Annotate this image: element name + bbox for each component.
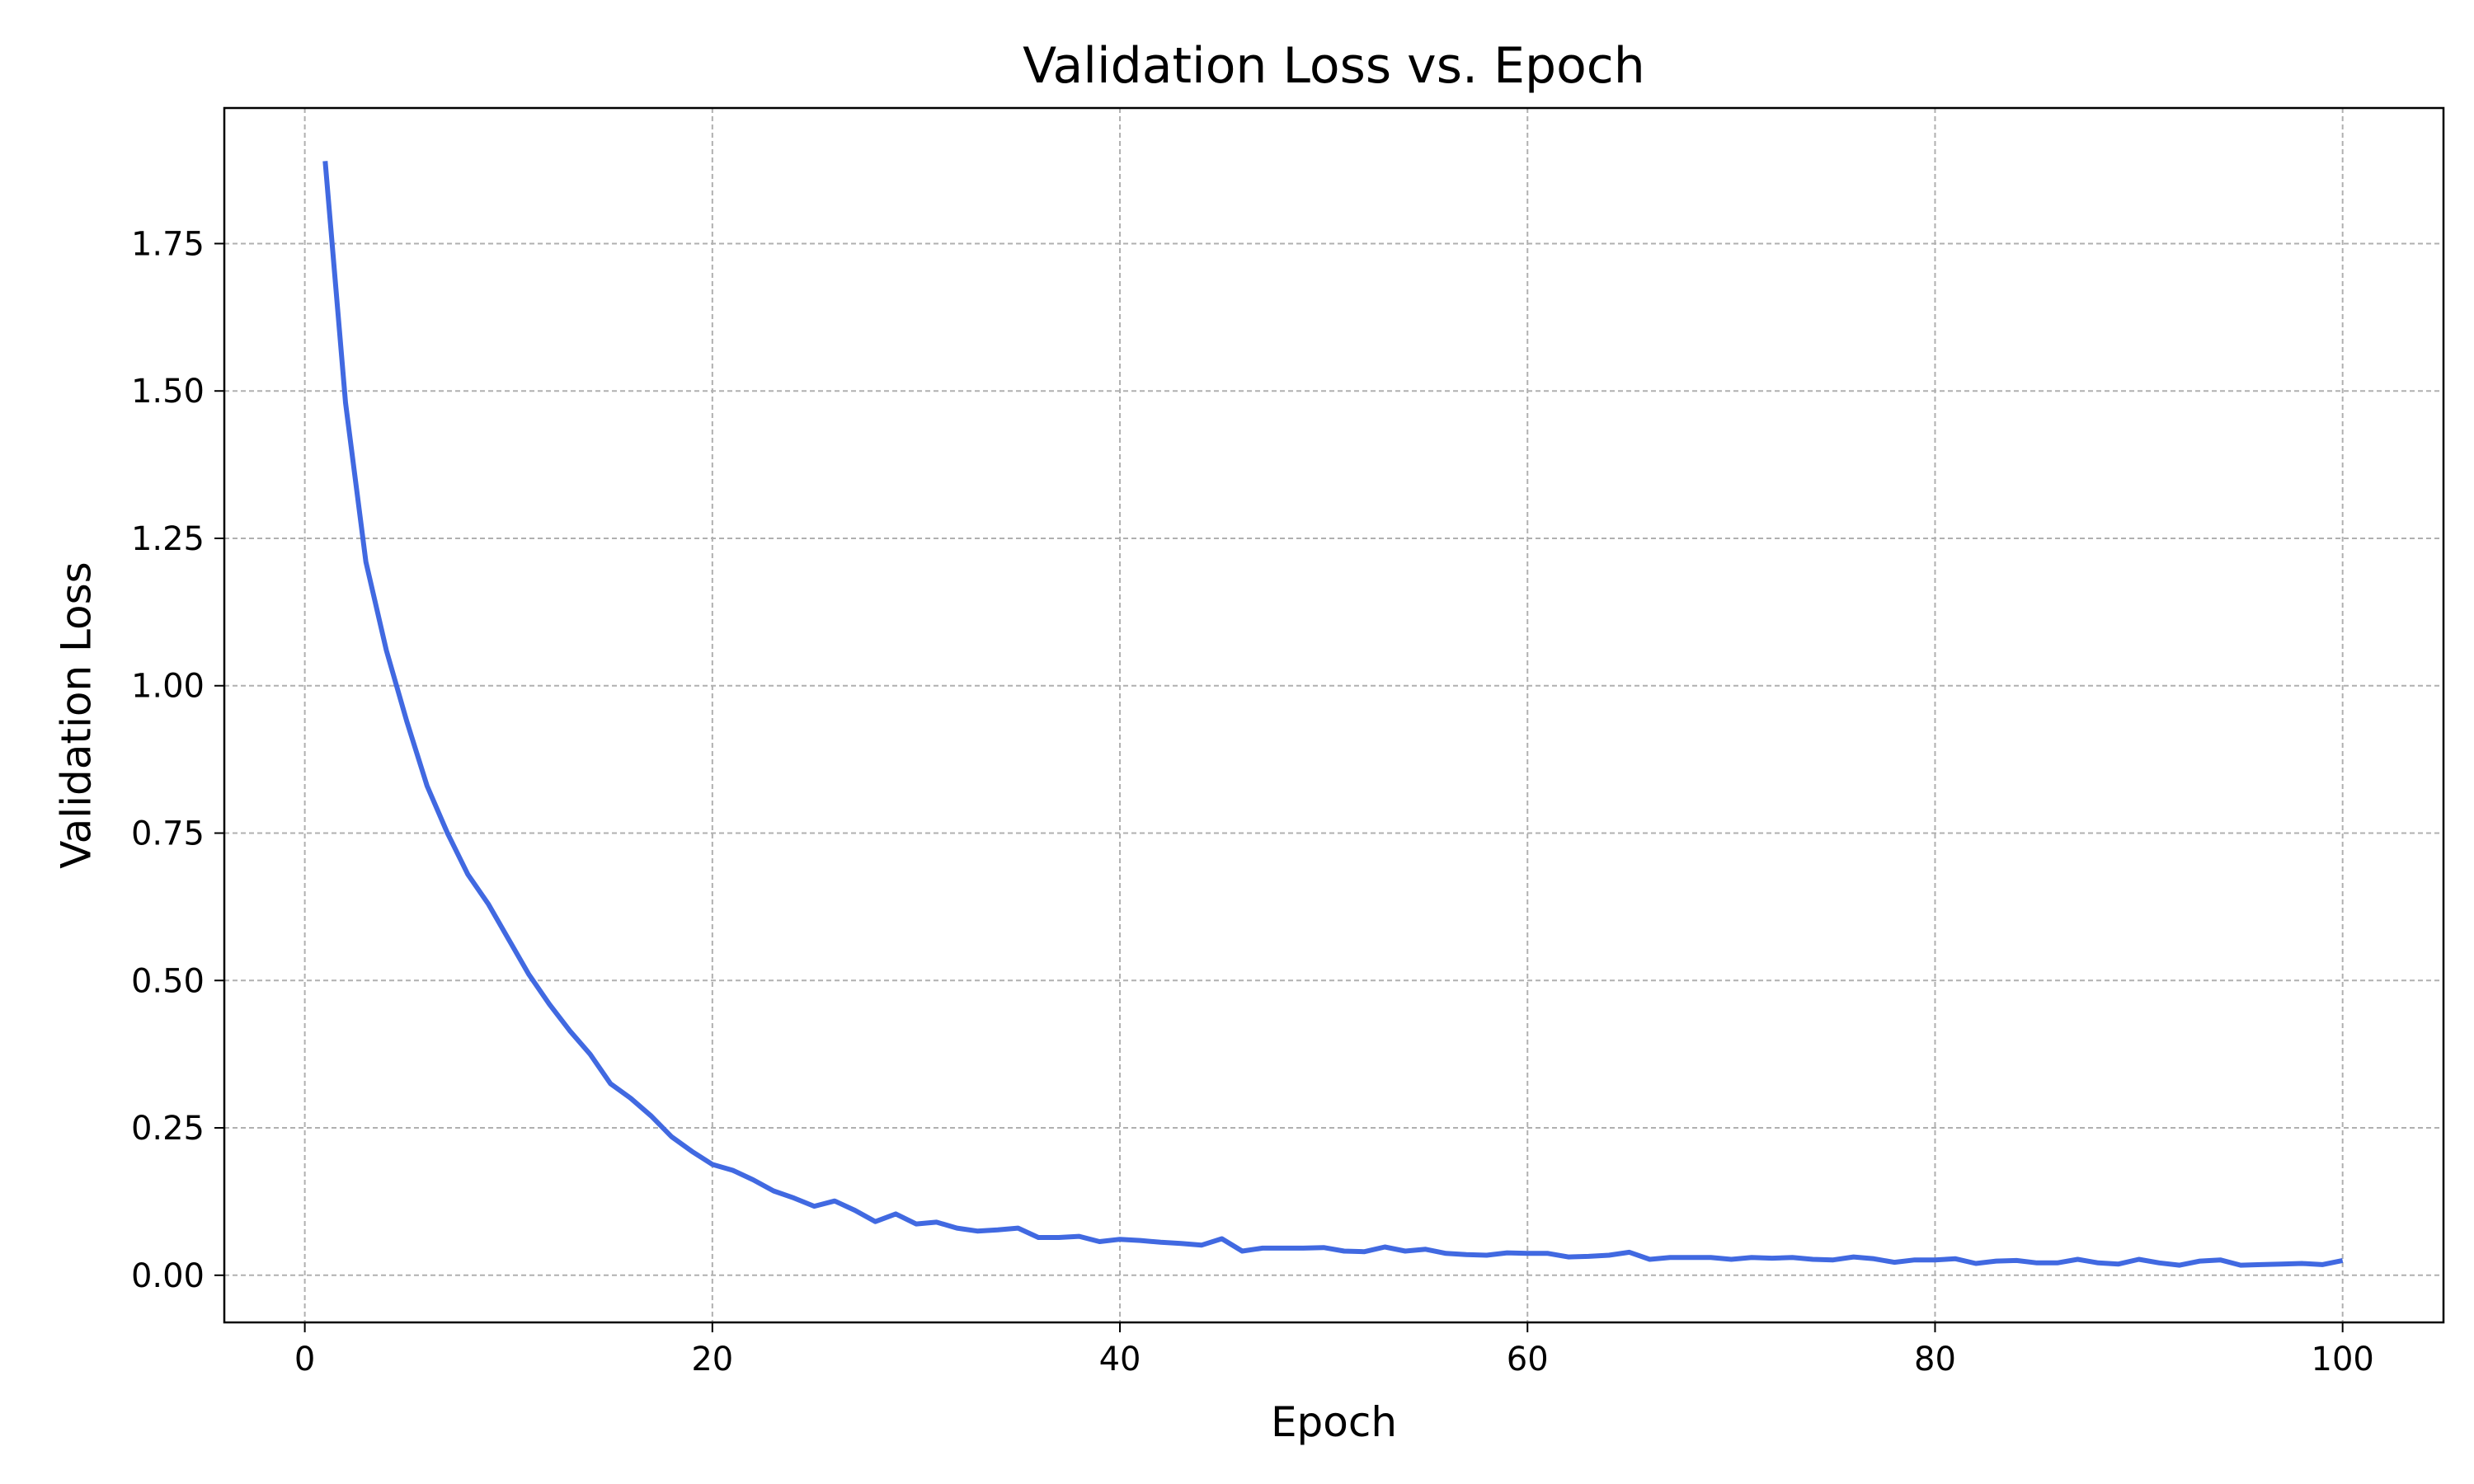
ticks: 0 20 40 60 80 100 0.00 0.25 0.50 0.75 1.00 1.25 1.50… (131, 225, 2374, 1378)
grid (224, 108, 2443, 1322)
y-tick-label: 0.00 (131, 1257, 205, 1295)
y-tick-label: 0.25 (131, 1110, 205, 1148)
validation-loss-line (322, 161, 2344, 1268)
x-tick-label: 80 (1914, 1341, 1956, 1378)
y-tick-label: 1.00 (131, 668, 205, 706)
plot-frame (223, 106, 2445, 1324)
x-tick-label: 0 (294, 1341, 315, 1378)
y-axis-title: Validation Loss (53, 561, 101, 868)
x-tick-label: 20 (691, 1341, 733, 1378)
y-tick-label: 0.75 (131, 815, 205, 853)
chart-title: Validation Loss vs. Epoch (1023, 37, 1645, 95)
y-tick-label: 0.50 (131, 962, 205, 1000)
x-tick-label: 60 (1507, 1341, 1549, 1378)
x-tick-label: 40 (1099, 1341, 1141, 1378)
x-axis-title: Epoch (1271, 1398, 1397, 1446)
y-tick-label: 1.25 (131, 520, 205, 558)
series-layer (322, 161, 2344, 1268)
x-tick-label: 100 (2312, 1341, 2374, 1378)
y-tick-label: 1.75 (131, 225, 205, 263)
y-tick-label: 1.50 (131, 373, 205, 411)
